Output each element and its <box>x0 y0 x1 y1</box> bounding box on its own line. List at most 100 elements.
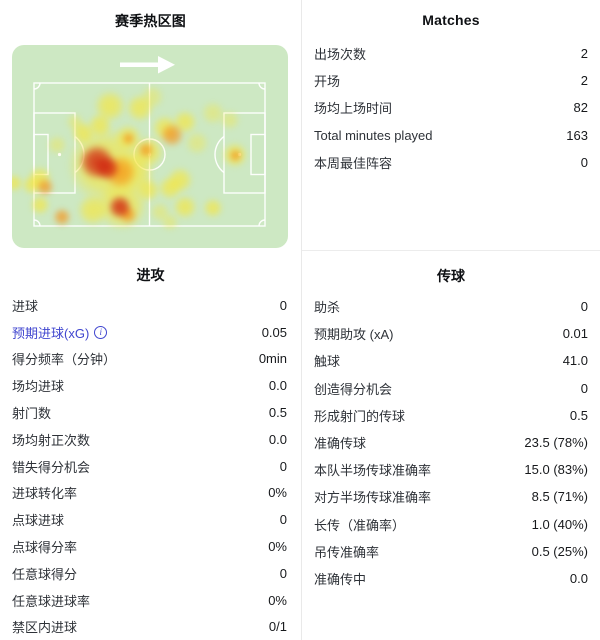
stat-row: 错失得分机会 0 <box>0 453 301 480</box>
stat-value: 0.0 <box>268 431 287 447</box>
heatmap-title: 赛季热区图 <box>115 13 186 29</box>
vertical-divider <box>301 0 302 640</box>
stat-value: 2 <box>580 73 588 89</box>
heat-blob <box>94 155 120 181</box>
stat-value: 0 <box>279 512 287 528</box>
stat-row: 本周最佳阵容 0 <box>302 149 600 176</box>
stat-label: 场均射正次数 <box>12 432 91 448</box>
stat-value: 0.01 <box>562 326 588 342</box>
stat-value: 8.5 (71%) <box>531 489 588 505</box>
stat-row: Total minutes played 163 <box>302 122 600 149</box>
stat-row: 对方半场传球准确率 8.5 (71%) <box>302 483 600 510</box>
heat-blob <box>202 197 224 219</box>
stat-value: 0 <box>279 297 287 313</box>
stat-value: 23.5 (78%) <box>524 435 588 451</box>
heat-blob <box>138 142 154 158</box>
stat-row: 禁区内进球 0/1 <box>0 614 301 640</box>
stat-row: 长传（准确率） 1.0 (40%) <box>302 511 600 538</box>
stat-row: 场均上场时间 82 <box>302 94 600 121</box>
heat-blob <box>219 109 241 131</box>
stat-value: 0% <box>268 485 287 501</box>
stat-row: 射门数 0.5 <box>0 399 301 426</box>
stat-label: Total minutes played <box>314 127 433 143</box>
stat-value: 15.0 (83%) <box>524 462 588 478</box>
stat-value: 0min <box>258 351 287 367</box>
stat-label: 错失得分机会 <box>12 459 91 475</box>
stat-label: 创造得分机会 <box>314 381 393 397</box>
stat-row: 预期助攻 (xA) 0.01 <box>302 320 600 347</box>
heat-blob <box>173 195 197 219</box>
stat-label: 吊传准确率 <box>314 544 380 560</box>
heat-blob <box>46 134 68 156</box>
stat-value: 2 <box>580 46 588 62</box>
heat-blob <box>12 173 24 193</box>
stat-value: 1.0 (40%) <box>531 516 588 532</box>
heat-blob <box>185 131 209 155</box>
stat-label: 场均进球 <box>12 379 65 395</box>
stat-value: 82 <box>573 100 588 116</box>
stat-value: 0.5 <box>569 407 588 423</box>
stat-label: 开场 <box>314 74 341 90</box>
stat-label: 射门数 <box>12 406 52 422</box>
stat-value: 0 <box>279 565 287 581</box>
stat-label: 对方半场传球准确率 <box>314 490 432 506</box>
stat-row: 点球得分率 0% <box>0 533 301 560</box>
stat-row: 准确传球 23.5 (78%) <box>302 429 600 456</box>
stat-row: 得分频率（分钟） 0min <box>0 346 301 373</box>
heat-blob <box>201 101 225 125</box>
heat-blob <box>29 194 51 216</box>
stat-row: 任意球得分 0 <box>0 560 301 587</box>
stat-label: 任意球得分 <box>12 566 78 582</box>
pitch-diagram <box>33 56 266 227</box>
matches-section: Matches 出场次数 2 开场 2 场均上场时间 82 Total minutes pl… <box>302 0 600 250</box>
stat-value: 0 <box>580 299 588 315</box>
heat-blob <box>108 195 132 219</box>
left-column: 赛季热区图 <box>0 13 301 640</box>
passing-title: 传球 <box>437 268 465 284</box>
season-heatmap <box>12 45 288 248</box>
heat-blob <box>121 131 135 145</box>
heat-blob <box>160 123 184 147</box>
passing-rows: 助杀 0 预期助攻 (xA) 0.01 触球 41.0 创造得分机会 0 形成射门的传球 0.5 准… <box>302 293 600 592</box>
stat-row: 进球 0 <box>0 292 301 319</box>
stat-label: 场均上场时间 <box>314 101 393 117</box>
stat-label: 点球进球 <box>12 513 65 529</box>
stat-label: 点球得分率 <box>12 540 78 556</box>
heat-blob <box>35 177 55 197</box>
stat-label: 助杀 <box>314 300 341 316</box>
stat-label: 进球 <box>12 298 39 314</box>
stat-value: 0 <box>580 154 588 170</box>
direction-arrow-icon <box>120 56 175 74</box>
stat-label: 进球转化率 <box>12 486 78 502</box>
right-column: Matches 出场次数 2 开场 2 场均上场时间 82 Total minutes pl… <box>302 0 600 640</box>
stat-row: 助杀 0 <box>302 293 600 320</box>
stat-row: 任意球进球率 0% <box>0 587 301 614</box>
info-icon[interactable]: i <box>94 325 108 339</box>
stat-row: 本队半场传球准确率 15.0 (83%) <box>302 456 600 483</box>
heat-blob <box>149 201 171 223</box>
stat-label: 出场次数 <box>314 47 367 63</box>
attack-title: 进攻 <box>136 267 165 283</box>
stat-value: 0.0 <box>569 570 588 586</box>
stat-label-link[interactable]: 预期进球(xG) i <box>12 323 108 342</box>
stat-label: 触球 <box>314 354 341 370</box>
stat-label: 预期助攻 (xA) <box>314 327 394 343</box>
stat-row: 吊传准确率 0.5 (25%) <box>302 538 600 565</box>
stat-row: 场均进球 0.0 <box>0 372 301 399</box>
attack-rows: 进球 0 预期进球(xG) i 0.05 得分频率（分钟） 0min 场均进球 0.0 射门数 0.… <box>0 292 301 640</box>
stat-label: 准确传球 <box>314 436 367 452</box>
stat-row: 进球转化率 0% <box>0 480 301 507</box>
stat-row: 出场次数 2 <box>302 40 600 67</box>
stat-label: 长传（准确率） <box>314 517 406 533</box>
stat-value: 0.5 <box>268 405 287 421</box>
stat-label: 禁区内进球 <box>12 620 78 636</box>
stat-row: 触球 41.0 <box>302 347 600 374</box>
stat-value: 0.0 <box>268 378 287 394</box>
stat-row: 创造得分机会 0 <box>302 375 600 402</box>
stat-label: 准确传中 <box>314 571 367 587</box>
stat-value: 0% <box>268 592 287 608</box>
stat-value: 163 <box>566 127 588 143</box>
stat-row: 预期进球(xG) i 0.05 <box>0 319 301 346</box>
heat-blob <box>77 194 109 226</box>
heat-blob <box>52 207 72 227</box>
